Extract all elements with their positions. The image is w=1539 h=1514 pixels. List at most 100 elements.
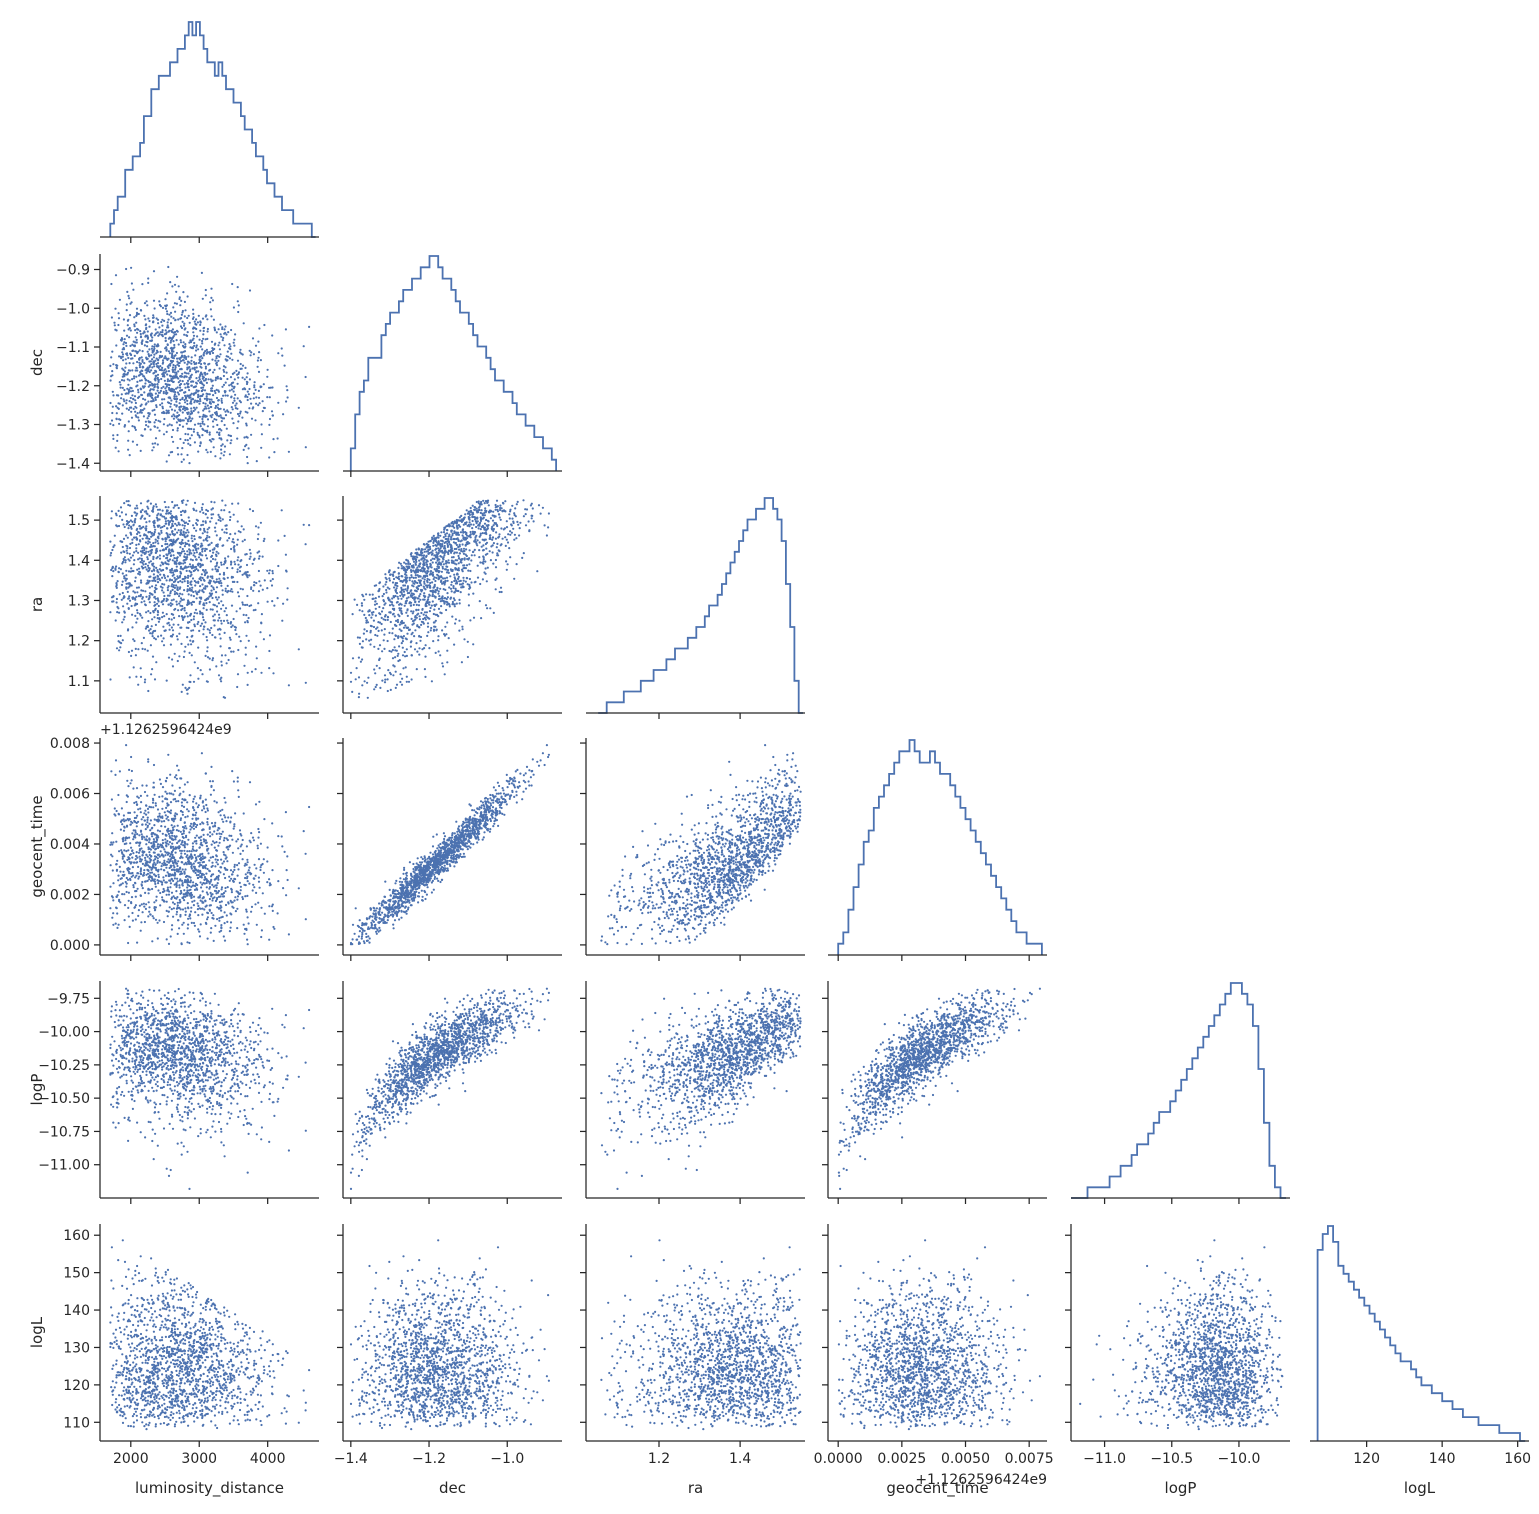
scatter-point bbox=[186, 850, 189, 853]
scatter-point bbox=[189, 400, 192, 403]
scatter-point bbox=[437, 536, 440, 539]
scatter-point bbox=[122, 359, 125, 362]
scatter-point bbox=[147, 610, 150, 613]
scatter-point bbox=[395, 576, 398, 579]
scatter-point bbox=[430, 551, 433, 554]
scatter-point bbox=[422, 560, 425, 563]
scatter-point bbox=[160, 544, 164, 548]
scatter-point bbox=[165, 460, 168, 463]
scatter-point bbox=[236, 559, 239, 562]
scatter-point bbox=[181, 581, 184, 584]
scatter-point bbox=[125, 309, 128, 312]
scatter-point bbox=[166, 292, 169, 295]
scatter-point bbox=[459, 591, 462, 594]
scatter-point bbox=[266, 600, 269, 603]
scatter-point bbox=[392, 574, 395, 578]
scatter-point bbox=[462, 531, 465, 534]
scatter-point bbox=[179, 379, 182, 382]
panel-dec-vs-dec bbox=[343, 255, 562, 477]
scatter-point bbox=[476, 516, 479, 519]
scatter-point bbox=[192, 312, 195, 315]
scatter-point bbox=[150, 339, 154, 342]
scatter-point bbox=[498, 516, 501, 519]
scatter-point bbox=[201, 357, 204, 360]
scatter-point bbox=[165, 509, 169, 512]
scatter-point bbox=[205, 508, 208, 512]
scatter-point bbox=[118, 593, 121, 596]
scatter-point bbox=[464, 580, 467, 583]
scatter-point bbox=[249, 397, 252, 400]
scatter-point bbox=[469, 523, 473, 526]
scatter-point bbox=[396, 595, 399, 598]
scatter-point bbox=[160, 531, 163, 534]
scatter-point bbox=[211, 659, 214, 662]
scatter-point bbox=[482, 558, 485, 561]
scatter-point bbox=[157, 419, 160, 422]
scatter-point bbox=[148, 421, 151, 424]
scatter-point bbox=[489, 607, 492, 610]
scatter-point bbox=[145, 402, 148, 405]
scatter-point bbox=[156, 376, 159, 379]
scatter-point bbox=[361, 640, 364, 643]
scatter-point bbox=[518, 534, 521, 537]
scatter-point bbox=[513, 577, 516, 580]
scatter-point bbox=[193, 661, 196, 664]
scatter-point bbox=[283, 364, 286, 367]
scatter-point bbox=[422, 575, 425, 578]
scatter-point bbox=[420, 554, 424, 557]
scatter-point bbox=[204, 373, 207, 376]
scatter-point bbox=[208, 410, 211, 413]
scatter-point bbox=[445, 608, 448, 612]
scatter-point bbox=[241, 416, 244, 419]
scatter-point bbox=[141, 339, 144, 342]
scatter-point bbox=[411, 580, 414, 583]
scatter-point bbox=[149, 394, 152, 398]
scatter-point bbox=[172, 506, 175, 509]
scatter-point bbox=[435, 541, 438, 544]
scatter-point bbox=[153, 408, 156, 411]
scatter-point bbox=[183, 383, 186, 386]
scatter-point bbox=[199, 374, 202, 377]
scatter-point bbox=[228, 389, 231, 392]
scatter-point bbox=[469, 569, 472, 573]
scatter-point bbox=[226, 886, 229, 889]
scatter-point bbox=[134, 614, 137, 618]
scatter-point bbox=[154, 398, 157, 401]
scatter-point bbox=[428, 603, 431, 606]
scatter-point bbox=[121, 560, 125, 564]
scatter-point bbox=[210, 541, 213, 545]
scatter-point bbox=[122, 558, 125, 562]
scatter-point bbox=[181, 547, 184, 551]
y-axis-title: ra bbox=[28, 597, 46, 612]
scatter-point bbox=[210, 398, 213, 401]
scatter-point bbox=[138, 573, 141, 576]
scatter-point bbox=[197, 547, 200, 550]
scatter-point bbox=[391, 632, 394, 635]
scatter-point bbox=[393, 638, 396, 641]
scatter-point bbox=[427, 596, 430, 599]
scatter-point bbox=[183, 589, 186, 592]
scatter-point bbox=[245, 634, 248, 637]
scatter-point bbox=[245, 443, 248, 446]
scatter-point bbox=[205, 448, 208, 451]
scatter-point bbox=[127, 356, 130, 360]
scatter-point bbox=[529, 504, 533, 507]
scatter-point bbox=[382, 600, 386, 603]
scatter-point bbox=[214, 530, 217, 533]
scatter-point bbox=[204, 288, 207, 292]
scatter-point bbox=[213, 343, 216, 346]
scatter-point bbox=[152, 506, 155, 510]
scatter-point bbox=[175, 404, 178, 407]
scatter-point bbox=[470, 581, 473, 584]
scatter-point bbox=[175, 351, 178, 355]
scatter-point bbox=[445, 532, 449, 535]
scatter-point bbox=[447, 537, 450, 540]
scatter-point bbox=[220, 452, 223, 455]
scatter-point bbox=[164, 329, 167, 332]
scatter-point bbox=[166, 545, 169, 549]
scatter-point bbox=[136, 887, 139, 890]
scatter-point bbox=[154, 538, 157, 541]
scatter-point bbox=[430, 553, 433, 556]
scatter-point bbox=[198, 415, 201, 418]
scatter-point bbox=[156, 373, 160, 376]
